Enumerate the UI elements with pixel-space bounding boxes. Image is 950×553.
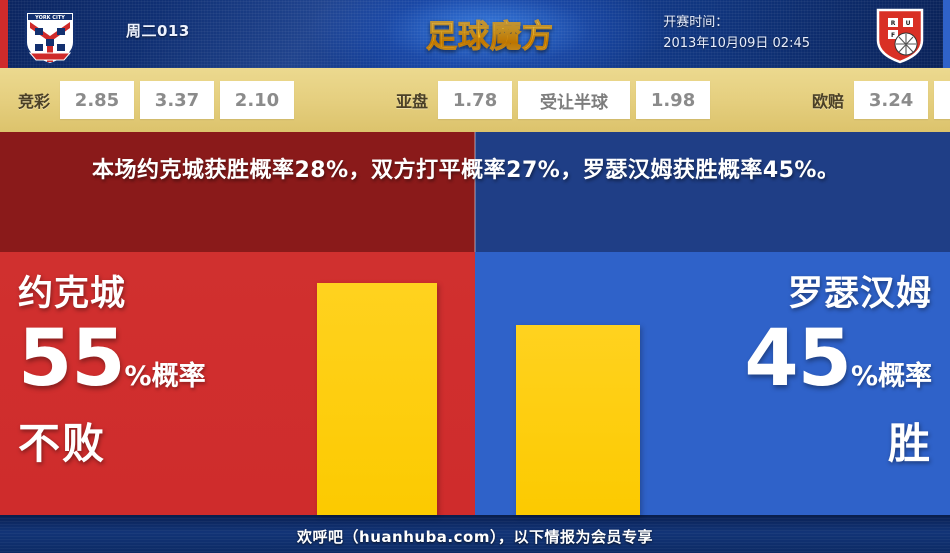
match-number: 周二013	[126, 22, 190, 40]
home-verdict: 不败	[18, 419, 107, 468]
odds-label-european: 欧赔	[812, 92, 845, 111]
away-team-name: 罗瑟汉姆	[787, 274, 932, 314]
footer-bar: 欢呼吧（huanhuba.com），以下情报为会员专享	[0, 515, 950, 553]
half-divider	[474, 132, 476, 252]
away-probability-unit: %概率	[850, 361, 932, 392]
odds-cell-asian-handicap[interactable]: 受让半球	[518, 81, 631, 119]
odds-cell-jingcai-away[interactable]: 2.10	[220, 81, 295, 119]
header-bar	[0, 0, 950, 68]
svg-text:F: F	[891, 32, 895, 39]
site-logo-text: 足球魔方	[426, 11, 554, 56]
away-stat-block: 罗瑟汉姆 45 %概率 胜	[682, 272, 932, 471]
odds-cell-european-draw[interactable]: 3.32	[934, 81, 950, 119]
svg-text:YORK CITY: YORK CITY	[34, 15, 65, 21]
rotherham-united-crest: R U F	[872, 6, 928, 64]
kickoff-time: 2013年10月09日 02:45	[663, 36, 810, 51]
probability-summary-text: 本场约克城获胜概率28%，双方打平概率27%，罗瑟汉姆获胜概率45%。	[92, 158, 840, 183]
kickoff-label: 开赛时间：	[663, 15, 729, 30]
away-probability-bar	[516, 325, 640, 515]
odds-group-asian: 亚盘 1.78 受让半球 1.98	[396, 68, 716, 132]
home-probability-bar	[317, 283, 437, 515]
away-verdict: 胜	[887, 419, 932, 468]
odds-cell-european-home[interactable]: 3.24	[854, 81, 929, 119]
odds-cell-asian-home[interactable]: 1.78	[438, 81, 513, 119]
odds-cell-jingcai-draw[interactable]: 3.37	[140, 81, 215, 119]
odds-group-european: 欧赔 3.24 3.32 2.06	[812, 68, 950, 132]
svg-text:R: R	[891, 20, 896, 27]
odds-cell-jingcai-home[interactable]: 2.85	[60, 81, 135, 119]
home-team-name: 约克城	[18, 274, 127, 314]
odds-bar: 竞彩 2.85 3.37 2.10 亚盘 1.78 受让半球 1.98 欧赔 3…	[0, 68, 950, 132]
header-right-blue-stripe	[943, 0, 950, 68]
footer-text: 欢呼吧（huanhuba.com），以下情报为会员专享	[297, 527, 653, 546]
home-probability-unit: %概率	[124, 361, 206, 392]
away-probability-value: 45	[744, 314, 852, 404]
kickoff-info: 开赛时间： 2013年10月09日 02:45	[663, 12, 810, 54]
odds-group-jingcai: 竞彩 2.85 3.37 2.10	[18, 68, 300, 132]
odds-cell-asian-away[interactable]: 1.98	[636, 81, 711, 119]
home-stat-block: 约克城 55 %概率 不败	[18, 272, 268, 471]
home-probability-value: 55	[18, 314, 126, 404]
odds-label-asian: 亚盘	[396, 92, 429, 111]
header-left-red-stripe	[0, 0, 8, 68]
svg-text:U: U	[906, 20, 911, 27]
odds-label-jingcai: 竞彩	[18, 92, 51, 111]
york-city-crest: YORK CITY	[22, 6, 78, 66]
away-probability-line: 45 %概率	[682, 320, 932, 398]
site-logo[interactable]: 足球魔方	[400, 8, 580, 58]
home-probability-line: 55 %概率	[18, 320, 268, 398]
